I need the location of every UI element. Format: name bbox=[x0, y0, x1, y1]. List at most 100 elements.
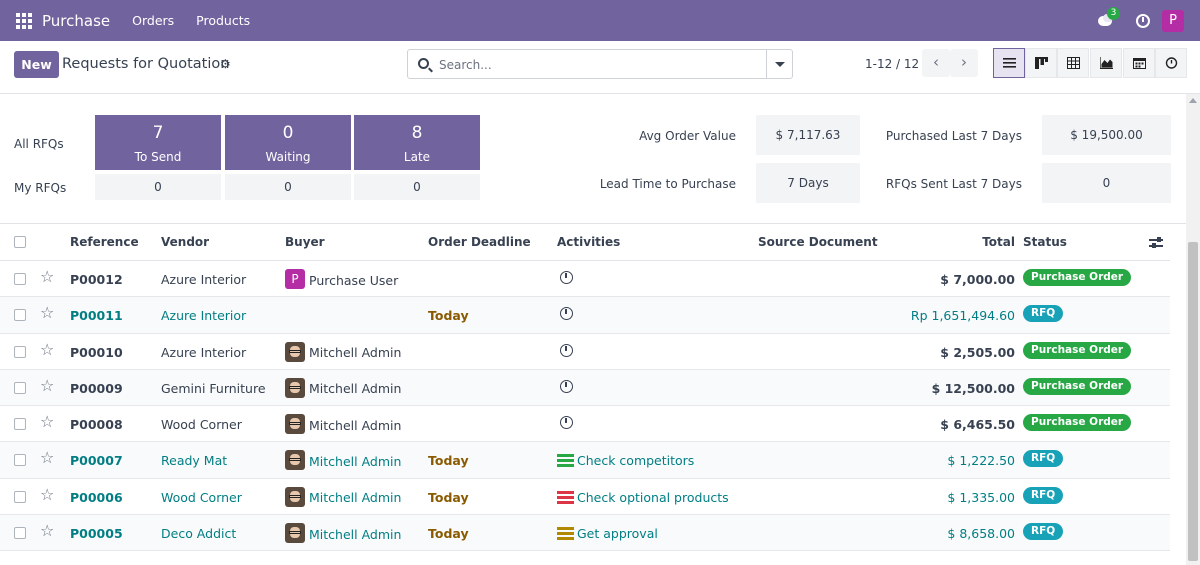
tile-to-send[interactable]: 7 To Send bbox=[95, 115, 221, 170]
buyer-avatar bbox=[285, 377, 305, 398]
apps-menu-icon[interactable] bbox=[16, 12, 32, 29]
table-row[interactable]: ☆ P00010 Azure Interior Mitchell Admin $… bbox=[0, 334, 1170, 370]
search-input[interactable] bbox=[439, 56, 759, 73]
activity-clock-icon[interactable] bbox=[560, 271, 573, 284]
graph-view-button[interactable] bbox=[1090, 48, 1122, 78]
header-status[interactable]: Status bbox=[1023, 235, 1067, 249]
tile-late-label: Late bbox=[403, 150, 431, 164]
kanban-view-button[interactable] bbox=[1025, 48, 1057, 78]
star-icon[interactable]: ☆ bbox=[40, 303, 55, 323]
row-checkbox[interactable] bbox=[14, 490, 26, 503]
activity-view-button[interactable] bbox=[1155, 48, 1187, 78]
header-source-document[interactable]: Source Document bbox=[758, 235, 878, 249]
search-options-toggle[interactable] bbox=[766, 50, 792, 78]
list-view-button[interactable] bbox=[993, 48, 1025, 78]
row-checkbox[interactable] bbox=[14, 309, 26, 322]
row-activity[interactable]: Check competitors bbox=[557, 453, 694, 468]
star-icon[interactable]: ☆ bbox=[40, 484, 55, 504]
table-row[interactable]: ☆ P00005 Deco Addict Mitchell Admin Toda… bbox=[0, 515, 1170, 552]
header-order-deadline[interactable]: Order Deadline bbox=[428, 235, 531, 249]
row-checkbox[interactable] bbox=[14, 273, 26, 285]
table-row[interactable]: ☆ P00006 Wood Corner Mitchell Admin Toda… bbox=[0, 479, 1170, 516]
select-all-checkbox[interactable] bbox=[14, 236, 26, 248]
messages-icon[interactable]: 3 bbox=[1098, 6, 1120, 29]
star-icon[interactable]: ☆ bbox=[40, 448, 55, 468]
row-vendor: Wood Corner bbox=[161, 417, 242, 433]
navbar-systray: 3 P bbox=[1098, 0, 1184, 41]
row-vendor: Azure Interior bbox=[161, 272, 247, 287]
header-buyer[interactable]: Buyer bbox=[285, 235, 325, 249]
star-icon[interactable]: ☆ bbox=[40, 375, 55, 395]
row-buyer: P Purchase User bbox=[285, 269, 398, 289]
row-checkbox[interactable] bbox=[14, 454, 26, 467]
row-checkbox[interactable] bbox=[14, 345, 26, 358]
pivot-view-button[interactable] bbox=[1057, 48, 1089, 78]
buyer-name: Mitchell Admin bbox=[309, 381, 402, 397]
activities-clock-icon[interactable] bbox=[1136, 13, 1150, 28]
rfqs-sent-value: 0 bbox=[1042, 163, 1171, 203]
table-row[interactable]: ☆ P00007 Ready Mat Mitchell Admin Today … bbox=[0, 442, 1170, 479]
app-brand[interactable]: Purchase bbox=[42, 11, 111, 30]
header-vendor[interactable]: Vendor bbox=[161, 235, 210, 249]
activity-clock-icon[interactable] bbox=[560, 343, 573, 357]
row-checkbox[interactable] bbox=[14, 381, 26, 394]
row-total: $ 7,000.00 bbox=[940, 272, 1015, 287]
new-button[interactable]: New bbox=[14, 51, 59, 78]
column-settings-icon[interactable] bbox=[1149, 236, 1163, 249]
rfq-dashboard: All RFQs My RFQs 7 To Send 0 Waiting 8 L… bbox=[0, 94, 1186, 224]
my-late-value[interactable]: 0 bbox=[354, 174, 480, 200]
search-bar bbox=[407, 49, 793, 79]
pager-previous-button[interactable]: ‹ bbox=[922, 49, 950, 77]
scroll-up-icon[interactable] bbox=[1189, 98, 1197, 103]
pager-value[interactable]: 1-12 / 12 bbox=[865, 57, 920, 71]
star-icon[interactable]: ☆ bbox=[40, 267, 55, 286]
menu-orders[interactable]: Orders bbox=[132, 13, 175, 28]
row-total: $ 12,500.00 bbox=[931, 380, 1015, 396]
tile-late[interactable]: 8 Late bbox=[354, 115, 480, 170]
star-icon[interactable]: ☆ bbox=[40, 521, 55, 541]
calendar-view-button[interactable] bbox=[1123, 48, 1155, 78]
my-waiting-value[interactable]: 0 bbox=[225, 174, 351, 200]
rfqs-sent-label: RFQs Sent Last 7 Days bbox=[885, 177, 1022, 191]
row-reference: P00009 bbox=[70, 380, 123, 396]
control-panel: New Requests for Quotation ⚙ 1-12 / 12 ‹… bbox=[0, 41, 1200, 94]
purchased-last-7-days-value: $ 19,500.00 bbox=[1042, 115, 1171, 155]
my-to-send-value[interactable]: 0 bbox=[95, 174, 221, 200]
activity-clock-icon[interactable] bbox=[560, 307, 573, 321]
buyer-avatar: P bbox=[285, 269, 305, 289]
header-reference[interactable]: Reference bbox=[70, 235, 139, 249]
row-checkbox[interactable] bbox=[14, 418, 26, 431]
buyer-name: Purchase User bbox=[309, 272, 399, 288]
menu-products[interactable]: Products bbox=[196, 13, 251, 28]
row-vendor: Wood Corner bbox=[161, 489, 242, 505]
activity-clock-icon[interactable] bbox=[560, 379, 573, 393]
status-badge: RFQ bbox=[1023, 450, 1064, 468]
row-reference: P00010 bbox=[70, 344, 123, 360]
scrollbar-thumb[interactable] bbox=[1188, 242, 1198, 561]
buyer-name: Mitchell Admin bbox=[309, 345, 402, 361]
table-row[interactable]: ☆ P00009 Gemini Furniture Mitchell Admin… bbox=[0, 369, 1170, 407]
row-total: $ 1,222.50 bbox=[947, 453, 1015, 469]
lead-time-value: 7 Days bbox=[756, 163, 860, 203]
table-row[interactable]: ☆ P00008 Wood Corner Mitchell Admin $ 6,… bbox=[0, 406, 1170, 443]
activity-clock-icon[interactable] bbox=[560, 416, 573, 430]
row-activity[interactable]: Check optional products bbox=[557, 490, 729, 505]
vertical-scrollbar[interactable] bbox=[1186, 94, 1200, 565]
header-activities[interactable]: Activities bbox=[557, 235, 621, 249]
row-checkbox[interactable] bbox=[14, 527, 26, 540]
tile-late-value: 8 bbox=[411, 123, 423, 143]
row-total: $ 8,658.00 bbox=[947, 526, 1015, 542]
activity-todo-orange-icon bbox=[557, 527, 574, 541]
star-icon[interactable]: ☆ bbox=[40, 412, 55, 432]
gear-icon[interactable]: ⚙ bbox=[220, 57, 231, 71]
pager-next-button[interactable]: › bbox=[950, 49, 978, 77]
table-row[interactable]: ☆ P00011 Azure Interior Today Rp 1,651,4… bbox=[0, 297, 1170, 334]
table-row[interactable]: ☆ P00012 Azure Interior P Purchase User … bbox=[0, 261, 1170, 298]
header-total[interactable]: Total bbox=[982, 235, 1015, 249]
tile-to-send-value: 7 bbox=[152, 123, 164, 143]
star-icon[interactable]: ☆ bbox=[40, 339, 55, 359]
activity-summary: Get approval bbox=[577, 526, 658, 542]
user-avatar[interactable]: P bbox=[1162, 9, 1184, 32]
row-activity[interactable]: Get approval bbox=[557, 526, 658, 541]
tile-waiting[interactable]: 0 Waiting bbox=[225, 115, 351, 170]
